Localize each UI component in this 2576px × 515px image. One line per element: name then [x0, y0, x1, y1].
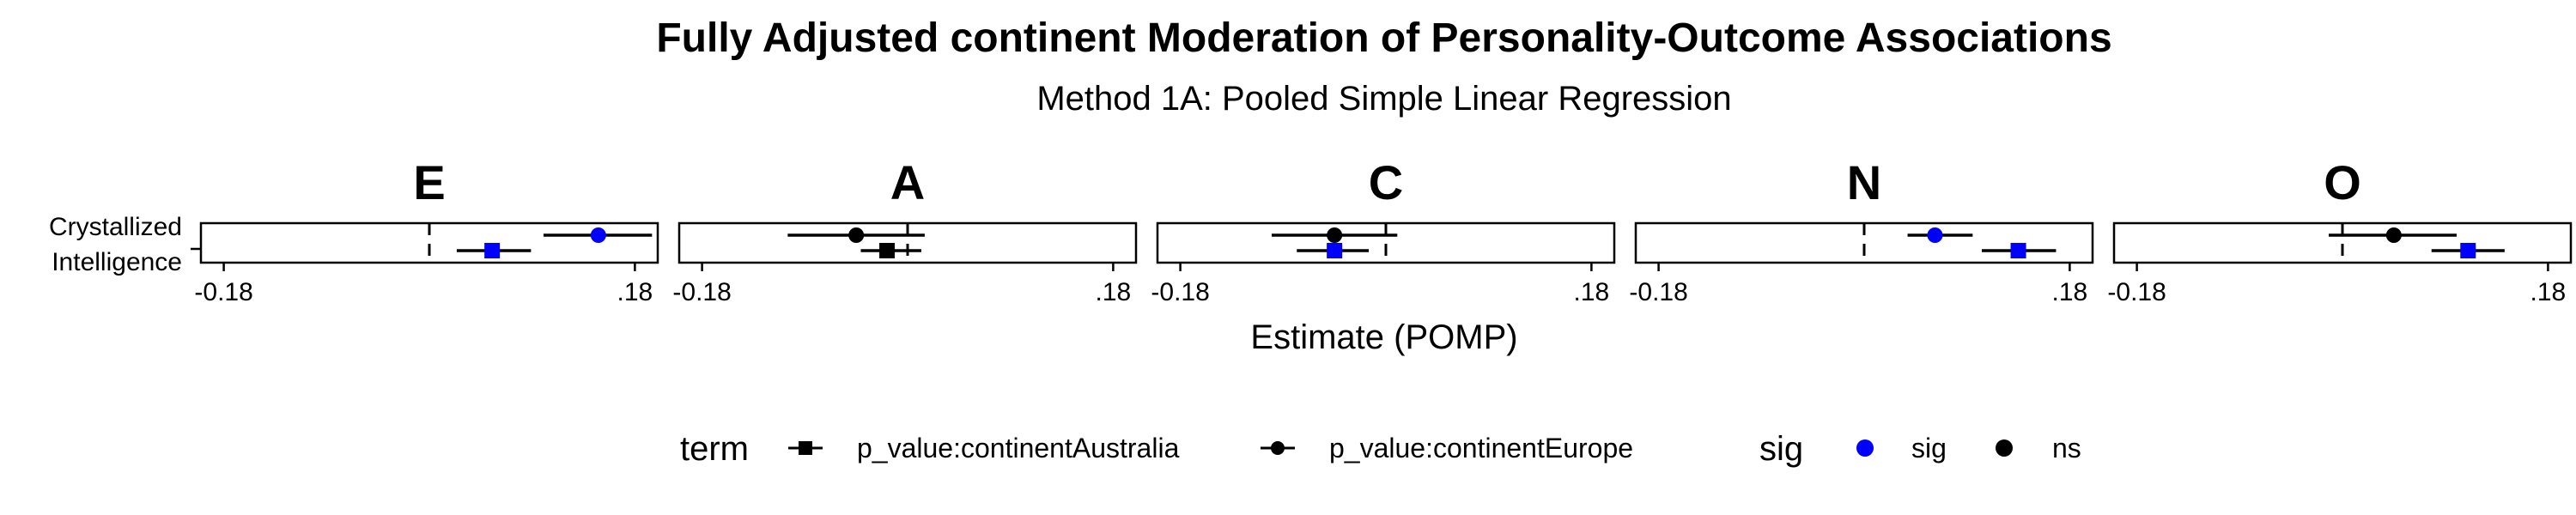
legend-key-dot: [1996, 439, 2013, 457]
legend-entry-label: ns: [2052, 433, 2081, 464]
legend-key-dot: [1856, 439, 1874, 457]
facet-panel-a: A -0.18 .18: [672, 155, 1138, 306]
y-tick-label-line-1: Crystallized: [49, 213, 182, 241]
x-tick-label: .18: [1096, 278, 1132, 306]
legend-title-term: term: [680, 430, 749, 468]
x-tick-label: -0.18: [1151, 278, 1209, 306]
facet-panels: E -0.18 .18 A -0.18 .18 C -0.18 .18 N -0.18 .18 O -0.…: [194, 155, 2573, 306]
estimate-point-circle: [1927, 227, 1943, 243]
legend-entry-label: p_value:continentEurope: [1329, 433, 1633, 464]
facet-label: A: [890, 155, 925, 209]
legend: term p_value:continentAustralia p_value:co…: [680, 430, 2081, 468]
x-tick-label: .18: [2052, 278, 2088, 306]
x-tick-label: .18: [617, 278, 653, 306]
facet-label: N: [1847, 155, 1881, 209]
x-tick-label: -0.18: [2107, 278, 2166, 306]
estimate-point-square: [484, 243, 501, 258]
facet-panel-o: O -0.18 .18: [2107, 155, 2573, 306]
facet-label: O: [2324, 155, 2361, 209]
x-tick-label: .18: [2530, 278, 2567, 306]
estimate-point-square: [2010, 243, 2026, 258]
estimate-point-circle: [848, 227, 865, 243]
legend-key-square: [799, 441, 812, 455]
facet-label: C: [1369, 155, 1403, 209]
facet-panel-n: N -0.18 .18: [1629, 155, 2094, 306]
estimate-point-circle: [590, 227, 606, 243]
y-tick-label: Intelligence: [52, 248, 182, 276]
legend-key-circle: [1271, 441, 1285, 455]
estimate-point-square: [879, 243, 896, 258]
chart-title: Fully Adjusted continent Moderation of P…: [656, 15, 2111, 61]
y-tick-label-line-2: Intelligence: [52, 248, 182, 276]
x-tick-label: .18: [1574, 278, 1610, 306]
estimate-point-square: [2460, 243, 2476, 258]
y-tick-label: Crystallized: [49, 213, 182, 241]
estimate-point-square: [1327, 243, 1343, 258]
legend-title-sig: sig: [1759, 430, 1803, 468]
facet-label: E: [413, 155, 445, 209]
x-tick-label: -0.18: [1629, 278, 1687, 306]
facet-panel-e: E -0.18 .18: [194, 155, 659, 306]
x-tick-label: -0.18: [672, 278, 731, 306]
x-tick-label: -0.18: [194, 278, 252, 306]
legend-entry-label: sig: [1911, 433, 1947, 464]
chart-subtitle: Method 1A: Pooled Simple Linear Regressi…: [1036, 80, 1731, 118]
estimate-point-circle: [1327, 227, 1343, 243]
facet-panel-c: C -0.18 .18: [1151, 155, 1616, 306]
legend-entry-label: p_value:continentAustralia: [857, 433, 1180, 464]
x-axis-title: Estimate (POMP): [1250, 318, 1517, 356]
estimate-point-circle: [2385, 227, 2402, 243]
